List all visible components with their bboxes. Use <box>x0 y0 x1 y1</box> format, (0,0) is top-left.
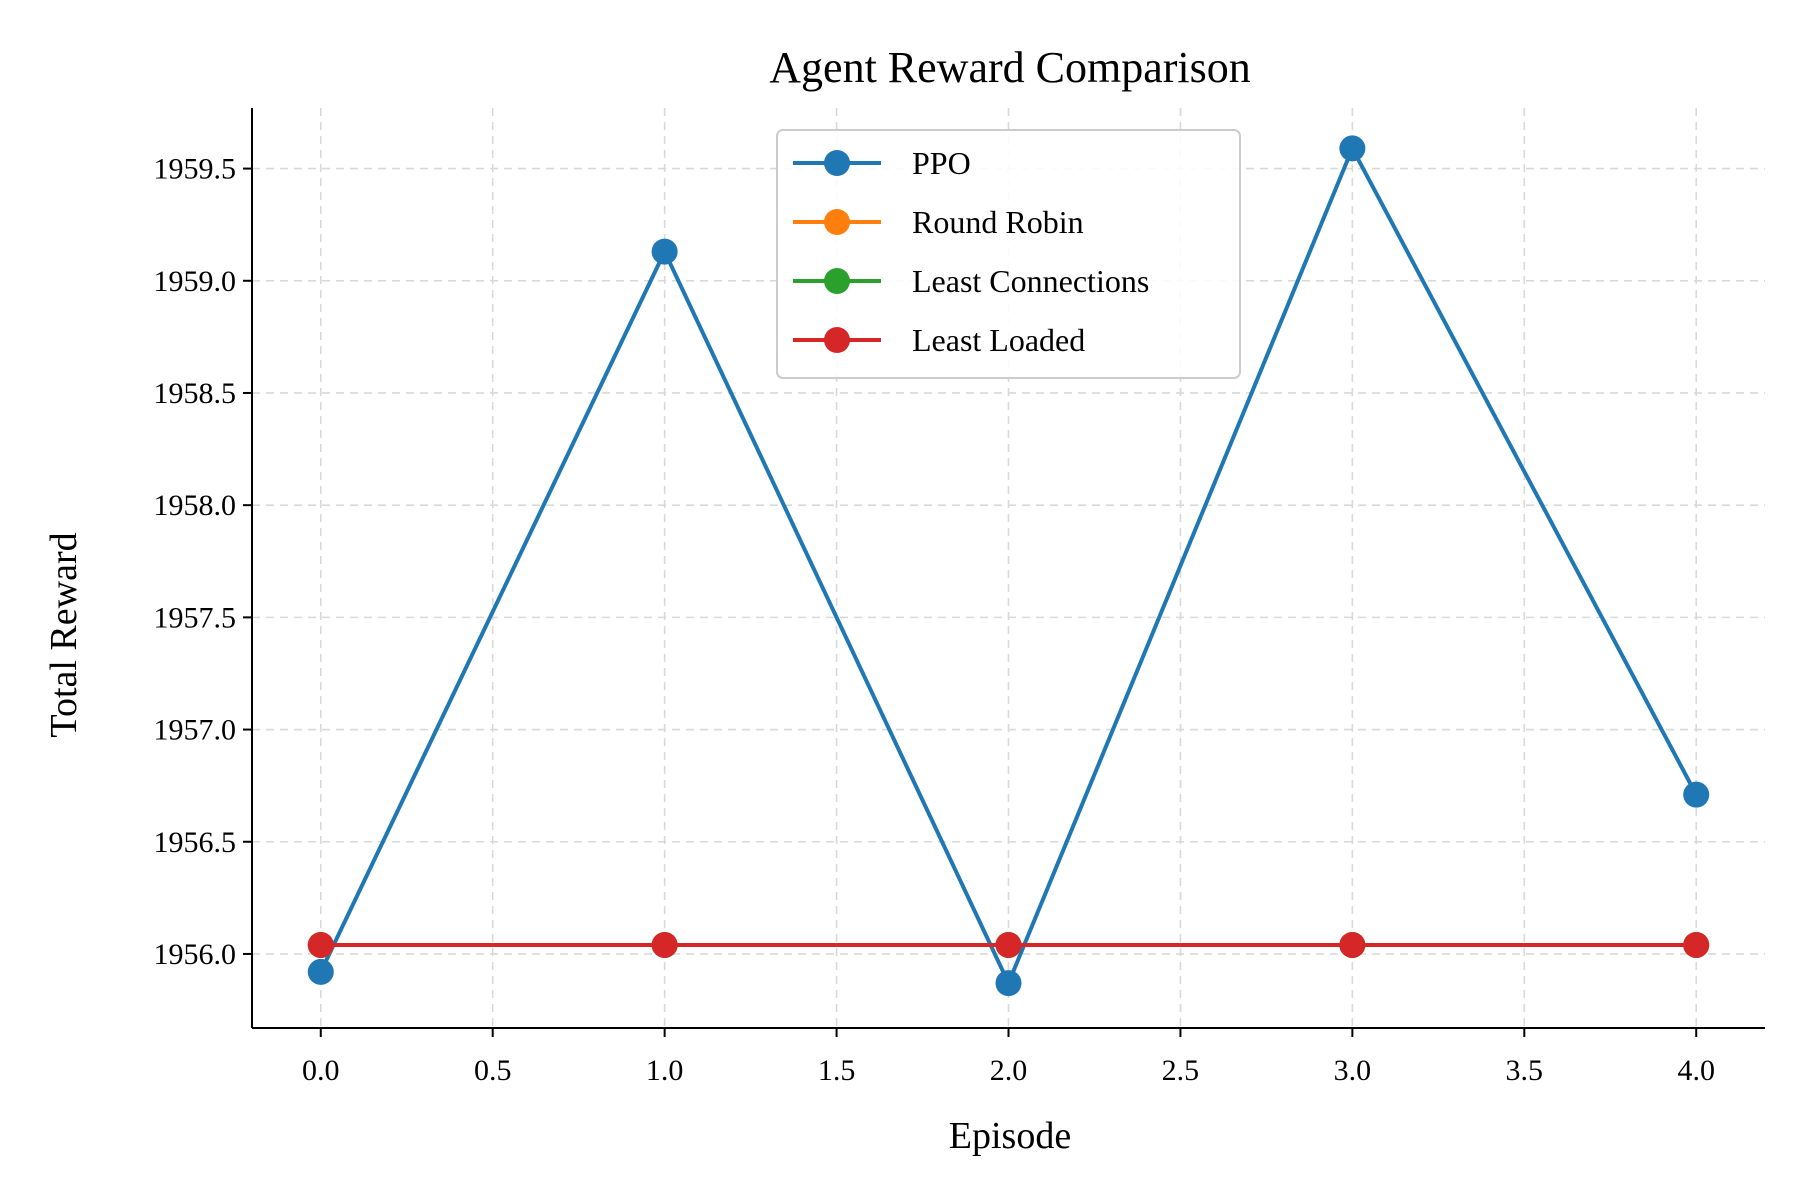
y-tick-label: 1957.5 <box>154 601 237 634</box>
legend-marker <box>824 327 850 353</box>
data-point <box>1339 931 1366 958</box>
legend-label: Least Loaded <box>912 322 1085 358</box>
legend-label: Least Connections <box>912 263 1149 299</box>
y-tick-label: 1959.0 <box>154 265 237 298</box>
legend-marker <box>824 268 850 294</box>
x-tick-label: 2.0 <box>990 1054 1028 1087</box>
data-point <box>1683 931 1710 958</box>
y-tick-label: 1959.5 <box>154 153 237 186</box>
y-tick-label: 1958.0 <box>154 489 237 522</box>
x-tick-label: 2.5 <box>1162 1054 1200 1087</box>
x-tick-label: 1.0 <box>646 1054 684 1087</box>
x-tick-label: 1.5 <box>818 1054 856 1087</box>
data-point <box>651 931 678 958</box>
x-tick-label: 3.0 <box>1334 1054 1372 1087</box>
data-point <box>307 958 334 985</box>
chart-title: Agent Reward Comparison <box>769 43 1250 92</box>
data-point <box>995 931 1022 958</box>
series-least-loaded <box>307 931 1710 958</box>
ticks: 0.0 0.5 1.0 1.5 2.0 2.5 3.0 3.5 4.0 1956.0 1956.5 1… <box>154 153 1715 1087</box>
data-point <box>1683 781 1710 808</box>
legend-item: PPO <box>793 145 971 181</box>
x-tick-label: 0.0 <box>302 1054 340 1087</box>
legend-item: Least Connections <box>793 263 1149 299</box>
data-point <box>995 970 1022 997</box>
grid <box>252 108 1765 1028</box>
legend-item: Round Robin <box>793 204 1084 240</box>
data-point <box>651 238 678 265</box>
legend-marker <box>824 150 850 176</box>
y-axis-label: Total Reward <box>43 532 85 737</box>
y-tick-label: 1957.0 <box>154 714 237 747</box>
legend-item: Least Loaded <box>793 322 1085 358</box>
series-lines <box>307 135 1710 997</box>
y-tick-label: 1958.5 <box>154 377 237 410</box>
legend-label: Round Robin <box>912 204 1084 240</box>
series-ppo <box>307 135 1710 997</box>
legend-label: PPO <box>912 145 971 181</box>
y-tick-label: 1956.5 <box>154 826 237 859</box>
legend: PPO Round Robin Least Connections Least Loa… <box>776 129 1241 379</box>
data-point <box>1339 135 1366 162</box>
x-tick-label: 3.5 <box>1506 1054 1544 1087</box>
legend-box <box>776 129 1241 379</box>
x-tick-label: 0.5 <box>474 1054 512 1087</box>
y-tick-label: 1956.0 <box>154 938 237 971</box>
legend-marker <box>824 209 850 235</box>
data-point <box>307 931 334 958</box>
x-axis-label: Episode <box>949 1115 1071 1157</box>
x-tick-label: 4.0 <box>1677 1054 1715 1087</box>
